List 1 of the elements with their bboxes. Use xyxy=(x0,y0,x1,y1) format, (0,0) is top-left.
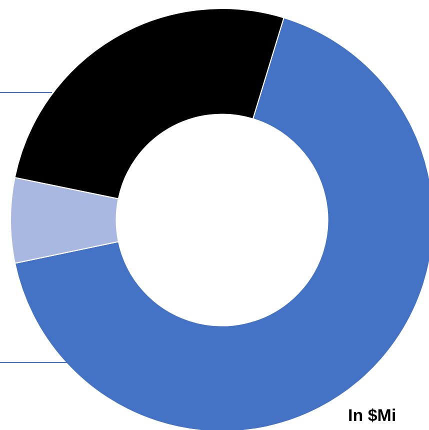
text: In $Mi xyxy=(348,406,396,426)
